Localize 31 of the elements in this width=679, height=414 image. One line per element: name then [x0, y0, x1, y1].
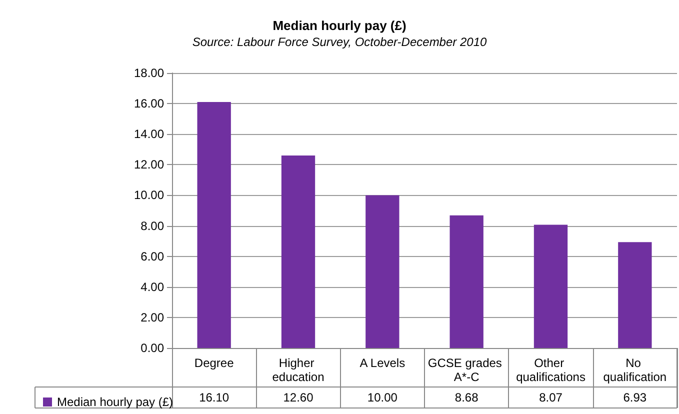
y-tick-label: 14.00 — [134, 127, 164, 142]
y-tick-label: 18.00 — [134, 66, 164, 80]
y-tick-label: 6.00 — [140, 249, 164, 264]
y-tick-label: 8.00 — [140, 218, 164, 233]
bar — [618, 242, 652, 348]
y-tick-label: 10.00 — [134, 188, 164, 202]
x-tick-label: Higher education — [272, 356, 324, 384]
data-label: 6.93 — [623, 390, 647, 404]
y-tick-label: 2.00 — [140, 310, 164, 324]
bar — [197, 102, 231, 348]
chart-subtitle: Source: Labour Force Survey, October-December 2010 — [192, 35, 488, 49]
data-label: 8.68 — [454, 390, 479, 404]
x-tick-label: GCSE grades A*-C — [428, 356, 506, 384]
bar — [366, 195, 400, 348]
x-tick-label: Degree — [194, 356, 234, 370]
chart-title: Median hourly pay (£) — [272, 18, 406, 33]
bar — [534, 224, 568, 348]
bar — [450, 215, 484, 348]
y-tick-label: 4.00 — [140, 280, 164, 294]
bar — [281, 156, 316, 348]
x-tick-label: Other qualifications — [516, 356, 586, 384]
legend-label: Median hourly pay (£) — [57, 395, 174, 409]
x-tick-label: No qualification — [603, 356, 667, 384]
data-label: 16.10 — [199, 390, 230, 404]
y-tick-label: 16.00 — [134, 96, 164, 111]
x-tick-label: A Levels — [360, 356, 406, 370]
data-label: 8.07 — [539, 390, 563, 404]
data-label: 12.60 — [283, 390, 314, 404]
data-label: 10.00 — [367, 390, 398, 404]
y-tick-label: 12.00 — [134, 158, 164, 172]
y-tick-label: 0.00 — [140, 341, 164, 355]
